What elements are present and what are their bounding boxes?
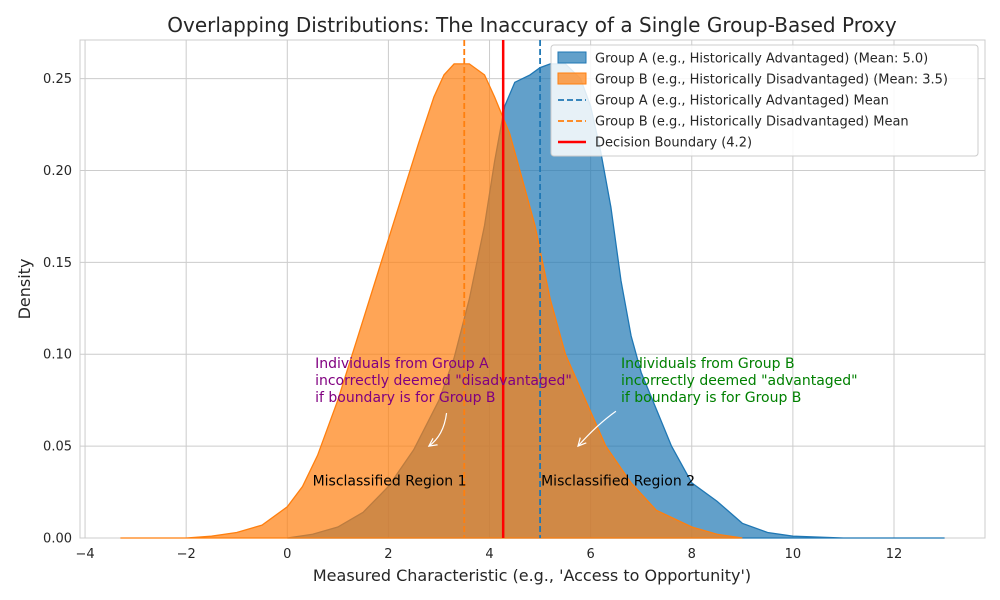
y-tick-label: 0.15 (43, 256, 72, 271)
annotation-line: Misclassified Region 2 (541, 474, 695, 490)
x-tick-label: −4 (75, 547, 94, 562)
x-tick-label: −2 (177, 547, 196, 562)
chart-title: Overlapping Distributions: The Inaccurac… (167, 13, 897, 37)
y-tick-label: 0.20 (43, 164, 72, 179)
annotation-line: incorrectly deemed "advantaged" (621, 373, 858, 389)
density-area-group-b (120, 63, 743, 539)
annotation-line: incorrectly deemed "disadvantaged" (315, 373, 572, 389)
x-tick-label: 0 (283, 547, 291, 562)
legend-box (550, 44, 979, 157)
legend-label: Decision Boundary (4.2) (595, 136, 752, 151)
annotation-line: Individuals from Group A (315, 356, 489, 372)
misclassified-region-label: Misclassified Region 1 (313, 474, 467, 490)
y-axis-label: Density (15, 259, 34, 320)
annotation-line: Misclassified Region 1 (313, 474, 467, 490)
y-tick-label: 0.05 (43, 440, 72, 455)
legend-label: Group B (e.g., Historically Disadvantage… (595, 73, 948, 88)
x-axis-ticks: −4 −2 0 2 4 6 8 10 12 (75, 547, 902, 562)
y-tick-label: 0.00 (43, 532, 72, 547)
annotation-arrow (429, 412, 448, 446)
y-axis-ticks: 0.00 0.05 0.10 0.15 0.20 0.25 (43, 72, 72, 546)
misclassified-region-label: Misclassified Region 2 (541, 474, 695, 490)
legend-swatch (557, 51, 587, 64)
annotation-line: if boundary is for Group B (621, 390, 801, 406)
legend-item: Group A (e.g., Historically Advantaged) … (558, 94, 889, 109)
x-tick-label: 8 (688, 547, 696, 562)
legend-label: Group A (e.g., Historically Advantaged) … (595, 94, 889, 109)
reference-lines (463, 40, 541, 538)
legend-label: Group A (e.g., Historically Advantaged) … (595, 52, 928, 67)
legend-item: Group B (e.g., Historically Disadvantage… (557, 72, 948, 88)
y-tick-label: 0.10 (43, 348, 72, 363)
x-tick-label: 4 (485, 547, 493, 562)
x-tick-label: 6 (587, 547, 595, 562)
legend-item: Decision Boundary (4.2) (558, 136, 752, 151)
y-tick-label: 0.25 (43, 72, 72, 87)
legend-label: Group B (e.g., Historically Disadvantage… (595, 115, 909, 130)
x-tick-label: 2 (384, 547, 392, 562)
annotation-line: if boundary is for Group B (315, 390, 495, 406)
x-tick-label: 12 (886, 547, 903, 562)
annotation-arrow (578, 410, 617, 446)
legend: Group A (e.g., Historically Advantaged) … (550, 44, 979, 157)
legend-item: Group B (e.g., Historically Disadvantage… (558, 115, 909, 130)
legend-swatch (557, 72, 587, 85)
legend-item: Group A (e.g., Historically Advantaged) … (557, 51, 928, 67)
x-axis-label: Measured Characteristic (e.g., 'Access t… (313, 566, 751, 585)
annotation-line: Individuals from Group B (621, 356, 795, 372)
x-tick-label: 10 (785, 547, 802, 562)
